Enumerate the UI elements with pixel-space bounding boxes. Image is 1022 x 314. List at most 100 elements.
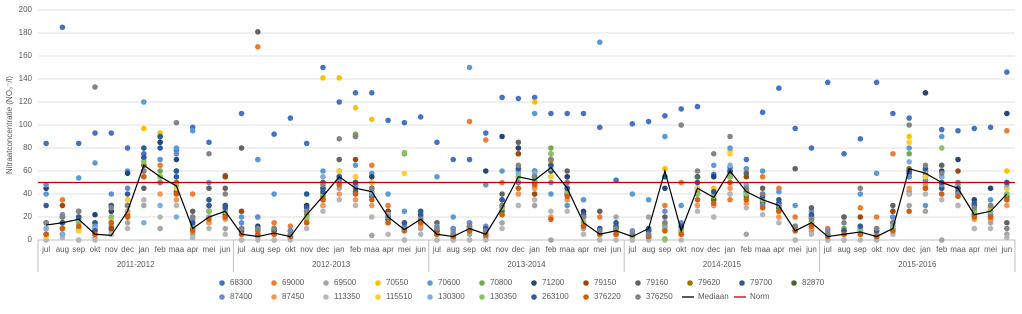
data-point	[792, 165, 798, 172]
legend-marker	[583, 294, 589, 300]
data-point	[75, 223, 82, 229]
data-point	[271, 237, 277, 243]
data-point	[1004, 127, 1010, 134]
data-point	[710, 173, 717, 180]
data-point	[710, 162, 717, 169]
data-point	[92, 130, 98, 136]
x-tick-label: jun	[219, 245, 231, 254]
data-point	[303, 140, 310, 147]
data-point	[938, 196, 945, 203]
data-point	[482, 182, 489, 188]
data-point	[808, 145, 815, 151]
data-point	[43, 219, 49, 226]
x-tick-label: jul	[627, 245, 636, 254]
data-point	[938, 191, 945, 197]
data-point	[75, 214, 82, 220]
x-tick-label: mei	[593, 245, 606, 254]
data-point	[971, 225, 978, 232]
data-point	[320, 75, 326, 81]
data-point	[43, 225, 49, 232]
x-tick-label: aug	[251, 245, 264, 254]
data-point	[352, 133, 359, 140]
data-point	[596, 214, 603, 220]
data-point	[303, 191, 310, 197]
data-point	[189, 127, 196, 134]
x-tick-label: jan	[137, 245, 149, 254]
data-point	[694, 173, 701, 180]
data-point	[206, 208, 212, 215]
data-point	[645, 231, 652, 238]
data-point	[629, 237, 636, 243]
data-point	[141, 185, 147, 192]
data-point	[157, 214, 163, 220]
data-point	[124, 219, 131, 226]
data-point	[759, 173, 766, 180]
data-point	[662, 185, 668, 192]
data-point	[303, 225, 310, 232]
data-point	[157, 156, 163, 163]
legend-marker	[791, 280, 797, 286]
data-point	[75, 208, 82, 215]
data-point	[173, 214, 180, 220]
data-point	[1004, 234, 1010, 241]
data-point	[727, 162, 733, 169]
y-tick-label: 80	[23, 143, 32, 152]
data-point	[596, 228, 603, 234]
data-point	[841, 214, 847, 220]
data-point	[906, 208, 912, 215]
x-tick-label: nov	[496, 245, 509, 254]
data-point	[59, 214, 66, 220]
data-point	[287, 115, 294, 121]
data-point	[596, 208, 603, 215]
data-point	[873, 214, 880, 220]
data-point	[727, 173, 733, 180]
data-point	[385, 191, 391, 197]
data-point	[548, 110, 554, 117]
data-point	[75, 237, 82, 243]
data-point	[678, 106, 684, 112]
data-point	[499, 133, 505, 140]
data-point	[938, 133, 945, 140]
data-point	[906, 185, 912, 192]
legend-marker	[583, 280, 589, 286]
data-point	[157, 133, 163, 140]
data-point	[922, 208, 929, 215]
data-point	[694, 208, 701, 215]
data-point	[385, 117, 391, 124]
legend-label: 79700	[750, 278, 773, 287]
legend-marker	[687, 280, 693, 286]
data-point	[841, 237, 847, 243]
x-tick-label: feb	[741, 245, 753, 254]
data-point	[255, 44, 261, 50]
data-point	[645, 196, 652, 203]
y-tick-label: 40	[23, 189, 32, 198]
data-point	[987, 214, 994, 220]
data-point	[499, 219, 505, 226]
data-point	[336, 156, 343, 163]
data-point	[141, 196, 147, 203]
data-point	[938, 145, 945, 151]
data-point	[890, 150, 896, 157]
data-point	[271, 191, 277, 197]
median-line	[46, 164, 1008, 238]
data-point	[841, 150, 847, 157]
x-tick-label: feb	[936, 245, 948, 254]
data-point	[173, 168, 180, 174]
legend-marker	[323, 280, 329, 286]
data-point	[238, 110, 245, 117]
data-point	[255, 225, 261, 232]
data-point	[922, 162, 929, 169]
data-point	[515, 191, 522, 197]
data-point	[629, 191, 636, 197]
data-point	[890, 110, 896, 117]
data-point	[971, 214, 978, 220]
x-tick-label: apr	[382, 245, 394, 254]
data-point	[385, 202, 391, 209]
x-tick-label: maa	[559, 245, 575, 254]
x-tick-label: nov	[886, 245, 899, 254]
data-point	[157, 191, 163, 197]
data-point	[743, 165, 750, 172]
data-point	[694, 168, 701, 174]
data-point	[401, 225, 408, 232]
